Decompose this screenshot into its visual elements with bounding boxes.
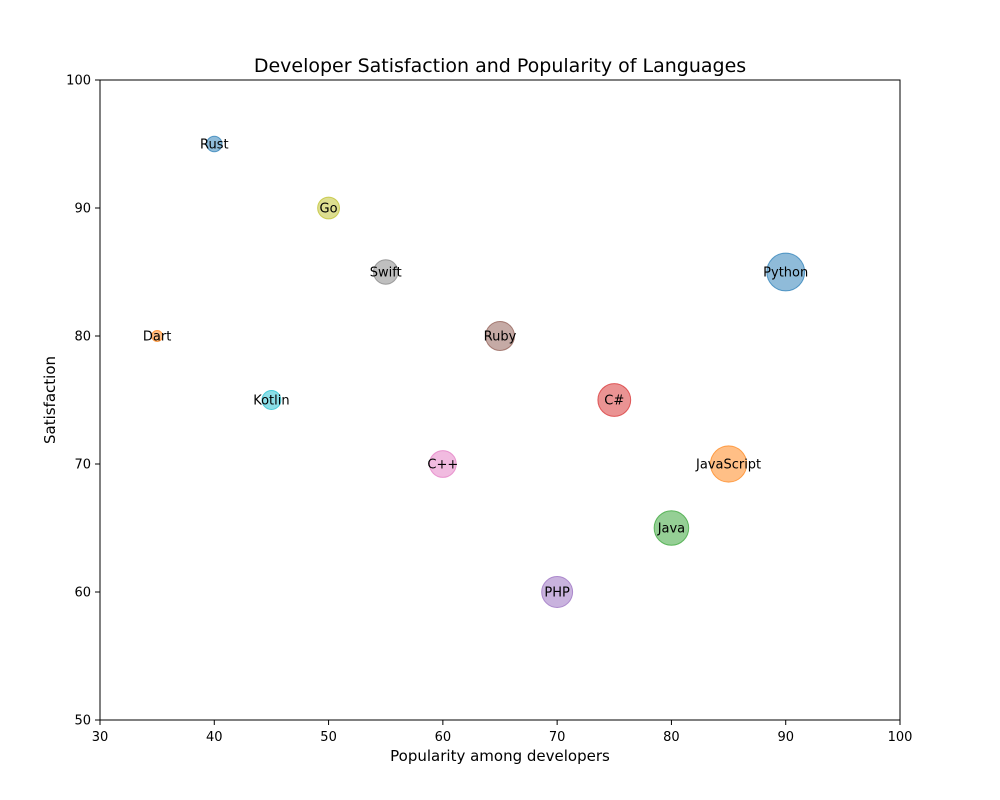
y-tick-label: 80: [74, 330, 91, 345]
point-label-swift: Swift: [370, 266, 402, 281]
point-label-ruby: Ruby: [484, 330, 517, 345]
point-ruby: [485, 321, 515, 351]
plot-frame: [99, 79, 901, 721]
x-tick-label: 100: [888, 730, 913, 745]
point-rust: [206, 135, 223, 153]
point-label-rust: Rust: [200, 138, 229, 153]
point-dart: [151, 330, 164, 342]
y-tick-label: 90: [74, 202, 91, 217]
chart-title: Developer Satisfaction and Popularity of…: [254, 55, 746, 77]
y-axis-ticks: 50 60 70 80 90 100: [66, 74, 100, 729]
labels-layer: Python JavaScript Java C# PHP Ruby C++ Swift Go K…: [143, 138, 808, 601]
point-kotlin: [261, 390, 282, 410]
x-tick-label: 50: [320, 730, 337, 745]
point-php: [541, 576, 574, 608]
x-tick-label: 90: [777, 730, 794, 745]
y-tick-label: 70: [74, 458, 91, 473]
x-tick-label: 70: [549, 730, 566, 745]
point-java: [653, 510, 690, 546]
point-label-kotlin: Kotlin: [253, 394, 289, 409]
point-cpp: [428, 450, 457, 478]
point-csharp: [597, 383, 632, 417]
y-tick-label: 50: [74, 714, 91, 729]
point-label-java: Java: [657, 522, 685, 537]
point-label-cpp: C++: [427, 458, 458, 473]
x-tick-label: 60: [435, 730, 452, 745]
x-tick-label: 40: [206, 730, 223, 745]
points-layer: [151, 135, 806, 608]
point-label-dart: Dart: [143, 330, 171, 345]
point-javascript: [709, 445, 748, 483]
y-tick-label: 100: [66, 74, 91, 89]
point-label-go: Go: [320, 202, 338, 217]
point-python: [766, 252, 806, 292]
y-axis-label: Satisfaction: [41, 356, 59, 444]
point-swift: [372, 259, 399, 285]
y-tick-label: 60: [74, 586, 91, 601]
x-axis-ticks: 30 40 50 60 70 80 90 100: [92, 720, 913, 745]
point-label-javascript: JavaScript: [695, 458, 761, 473]
point-go: [317, 196, 341, 220]
point-label-csharp: C#: [604, 394, 624, 409]
x-tick-label: 30: [92, 730, 109, 745]
x-tick-label: 80: [663, 730, 680, 745]
point-label-php: PHP: [544, 586, 570, 601]
point-label-python: Python: [763, 266, 808, 281]
x-axis-label: Popularity among developers: [390, 747, 610, 765]
